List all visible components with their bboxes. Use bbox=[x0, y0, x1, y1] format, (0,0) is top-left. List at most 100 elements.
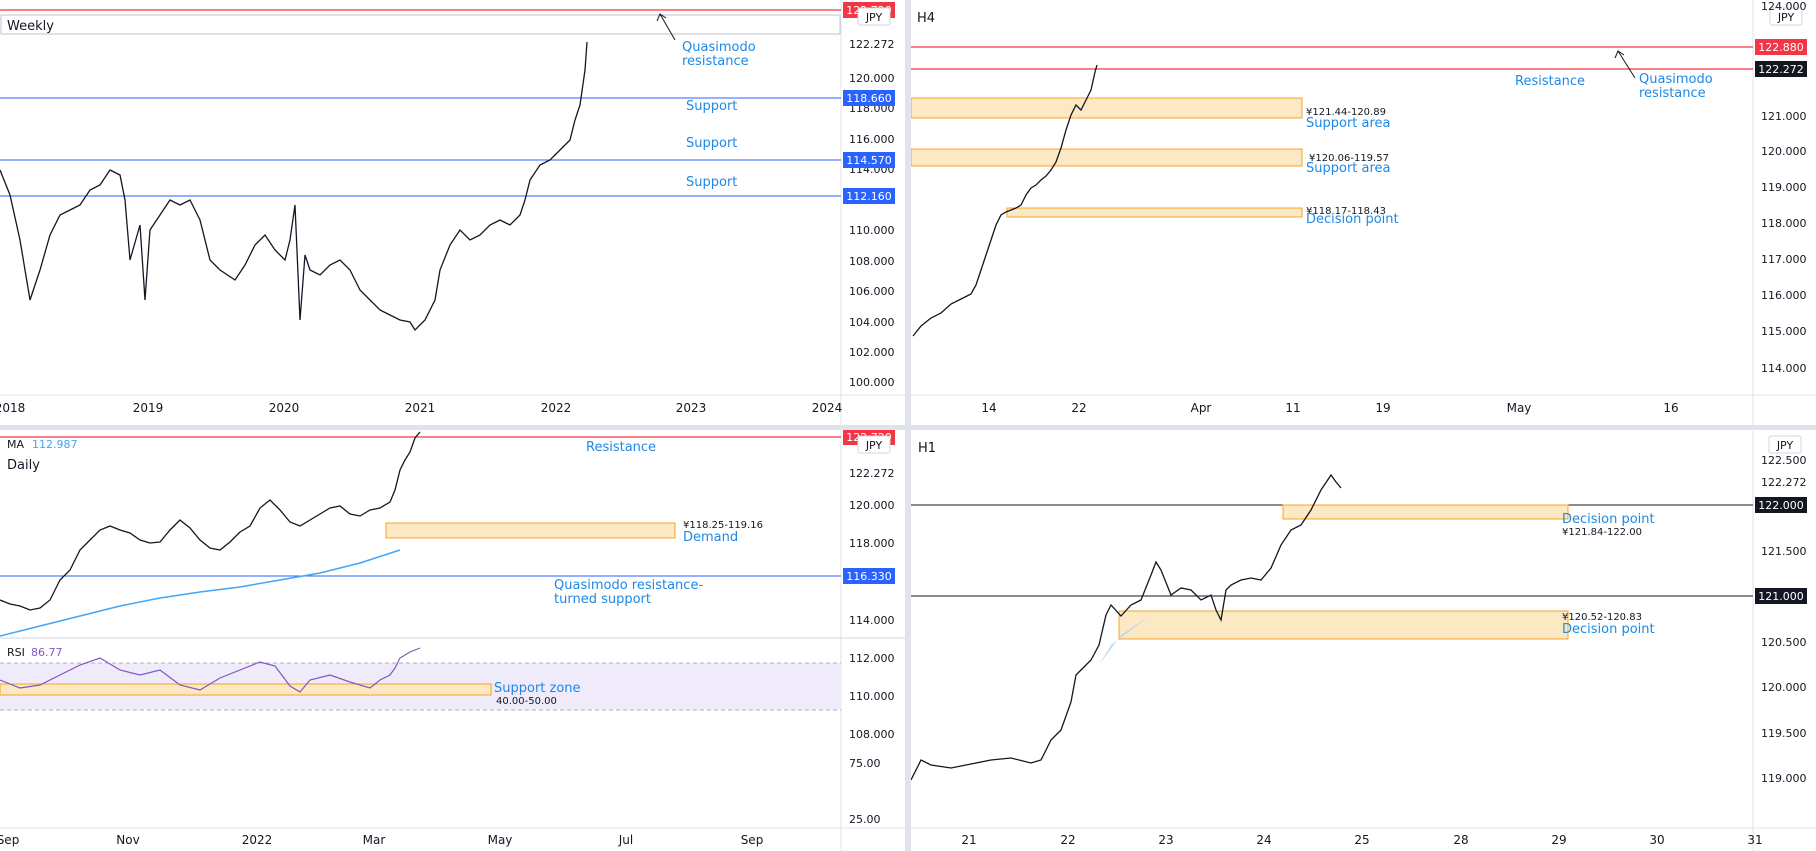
weekly-xtick-2019: 2019 bbox=[133, 401, 164, 415]
h4-decision-point-label: Decision point bbox=[1306, 212, 1399, 227]
h1-currency-label: JPY bbox=[1776, 439, 1794, 452]
daily-xtick-2022: 2022 bbox=[242, 833, 273, 847]
weekly-support-price-2: 114.570 bbox=[846, 154, 892, 167]
weekly-chart[interactable]: Weekly Quasimodo resistance Support Supp… bbox=[0, 0, 905, 425]
weekly-support-price-1: 118.660 bbox=[846, 92, 892, 105]
daily-resistance-label: Resistance bbox=[586, 440, 656, 455]
h1-current-price: 122.272 bbox=[1761, 476, 1807, 489]
daily-current-price: 122.272 bbox=[849, 467, 895, 480]
h4-ytick-119: 119.000 bbox=[1761, 181, 1807, 194]
h1-xtick-25: 25 bbox=[1354, 833, 1369, 847]
h4-zone-range-2: ¥120.06-119.57 bbox=[1309, 153, 1389, 164]
daily-support-price-tag bbox=[843, 568, 895, 584]
h4-support-zone-2 bbox=[911, 148, 1303, 167]
daily-ytick-110: 110.000 bbox=[849, 690, 895, 703]
h4-ytick-120: 120.000 bbox=[1761, 145, 1807, 158]
daily-xtick-nov: Nov bbox=[116, 833, 139, 847]
daily-ytick-118: 118.000 bbox=[849, 537, 895, 550]
h4-quasimodo-label: Quasimodo bbox=[1639, 72, 1713, 87]
h4-chart-panel[interactable]: H4 ¥121.44-120.89 Support area ¥120.06-1… bbox=[911, 0, 1816, 425]
daily-quasimodo-label: Quasimodo resistance- bbox=[554, 578, 703, 593]
h1-ytick-119: 119.000 bbox=[1761, 772, 1807, 785]
h4-quasimodo-arrow bbox=[1617, 50, 1636, 79]
daily-support-price: 116.330 bbox=[846, 570, 892, 583]
h1-xtick-22: 22 bbox=[1060, 833, 1075, 847]
daily-ytick-120: 120.000 bbox=[849, 499, 895, 512]
h4-currency-label: JPY bbox=[1777, 11, 1795, 24]
weekly-ytick-100: 100.000 bbox=[849, 376, 895, 389]
daily-moving-average-line bbox=[0, 549, 401, 637]
daily-ytick-108: 108.000 bbox=[849, 728, 895, 741]
h4-support-area-label-2: Support area bbox=[1306, 161, 1391, 176]
weekly-ytick-106: 106.000 bbox=[849, 285, 895, 298]
weekly-price-series bbox=[0, 41, 588, 332]
h1-chart[interactable]: H1 Decision point ¥121.84-122.00 ¥120.52… bbox=[911, 430, 1816, 851]
h4-ytick-118: 118.000 bbox=[1761, 217, 1807, 230]
h1-currency-badge bbox=[1768, 435, 1802, 454]
h1-chart-panel[interactable]: H1 Decision point ¥121.84-122.00 ¥120.52… bbox=[911, 430, 1816, 851]
weekly-ytick-120: 120.000 bbox=[849, 72, 895, 85]
daily-rsi-line bbox=[0, 647, 421, 693]
daily-currency-badge bbox=[857, 435, 891, 454]
h1-ytick-1215: 121.500 bbox=[1761, 545, 1807, 558]
h4-resistance-price-tag bbox=[1755, 39, 1807, 55]
daily-rsi-tick-75: 75.00 bbox=[849, 757, 881, 770]
daily-ytick-112: 112.000 bbox=[849, 652, 895, 665]
h4-xtick-11: 11 bbox=[1285, 401, 1300, 415]
h4-resistance-label: Resistance bbox=[1515, 74, 1585, 89]
h1-xtick-28: 28 bbox=[1453, 833, 1468, 847]
weekly-ytick-104: 104.000 bbox=[849, 316, 895, 329]
h4-xtick-16: 16 bbox=[1663, 401, 1678, 415]
h1-x-ticks: 21 22 23 24 25 28 29 30 31 bbox=[961, 833, 1762, 847]
daily-currency-label: JPY bbox=[865, 439, 883, 452]
daily-xtick-jul: Jul bbox=[618, 833, 633, 847]
daily-ma-value: 112.987 bbox=[32, 438, 78, 451]
daily-rsi-ticks: 75.00 25.00 bbox=[849, 757, 881, 826]
h4-ytick-115: 115.000 bbox=[1761, 325, 1807, 338]
weekly-xtick-2022: 2022 bbox=[541, 401, 572, 415]
h1-timeframe-label: H1 bbox=[918, 441, 936, 456]
h1-price-series bbox=[911, 473, 1342, 781]
daily-xtick-may: May bbox=[488, 833, 513, 847]
h1-xtick-23: 23 bbox=[1158, 833, 1173, 847]
weekly-quasimodo-label: Quasimodo bbox=[682, 40, 756, 55]
daily-demand-label: Demand bbox=[683, 530, 738, 545]
daily-demand-zone bbox=[385, 522, 676, 539]
h1-xtick-21: 21 bbox=[961, 833, 976, 847]
daily-chart[interactable]: MA 112.987 Daily Resistance ¥118.25-119.… bbox=[0, 430, 905, 851]
weekly-support-price-tag-2 bbox=[843, 152, 895, 168]
h4-xtick-14: 14 bbox=[981, 401, 996, 415]
horizontal-panel-divider[interactable] bbox=[0, 425, 1816, 430]
h4-chart[interactable]: H4 ¥121.44-120.89 Support area ¥120.06-1… bbox=[911, 0, 1816, 425]
h1-background bbox=[911, 430, 1816, 851]
h4-xtick-apr: Apr bbox=[1191, 401, 1212, 415]
weekly-xtick-2018: 2018 bbox=[0, 401, 25, 415]
weekly-xtick-2021: 2021 bbox=[405, 401, 436, 415]
h1-level-price-122: 122.000 bbox=[1758, 499, 1804, 512]
h1-decision-point-label-1: Decision point bbox=[1562, 512, 1655, 527]
h1-level-price-tag-121 bbox=[1755, 588, 1807, 604]
h4-xtick-may: May bbox=[1507, 401, 1532, 415]
weekly-quasimodo-arrowhead bbox=[656, 13, 667, 22]
daily-ytick-114: 114.000 bbox=[849, 614, 895, 627]
weekly-support-price-tag-3 bbox=[843, 188, 895, 204]
h1-level-price-121: 121.000 bbox=[1758, 590, 1804, 603]
h4-quasimodo-label-2: resistance bbox=[1639, 86, 1706, 101]
h4-quasimodo-arrowhead bbox=[1614, 50, 1625, 59]
h1-ytick-120: 120.000 bbox=[1761, 681, 1807, 694]
h1-ytick-1205: 120.500 bbox=[1761, 636, 1807, 649]
daily-chart-panel[interactable]: MA 112.987 Daily Resistance ¥118.25-119.… bbox=[0, 430, 905, 851]
weekly-quasimodo-arrow bbox=[659, 13, 676, 41]
daily-x-ticks: Sep Nov 2022 Mar May Jul Sep bbox=[0, 833, 763, 847]
daily-quasimodo-label-2: turned support bbox=[554, 592, 651, 607]
weekly-support-label-3: Support bbox=[686, 175, 737, 190]
daily-rsi-tick-25: 25.00 bbox=[849, 813, 881, 826]
daily-ma-label: MA bbox=[7, 438, 24, 451]
h4-ytick-121: 121.000 bbox=[1761, 110, 1807, 123]
weekly-ytick-110: 110.000 bbox=[849, 224, 895, 237]
weekly-support-label-1: Support bbox=[686, 99, 737, 114]
daily-rsi-zone-label: Support zone bbox=[494, 681, 581, 696]
h4-current-price: 122.272 bbox=[1758, 63, 1804, 76]
h1-zone-range-2: ¥120.52-120.83 bbox=[1562, 612, 1642, 623]
weekly-chart-panel[interactable]: Weekly Quasimodo resistance Support Supp… bbox=[0, 0, 905, 425]
